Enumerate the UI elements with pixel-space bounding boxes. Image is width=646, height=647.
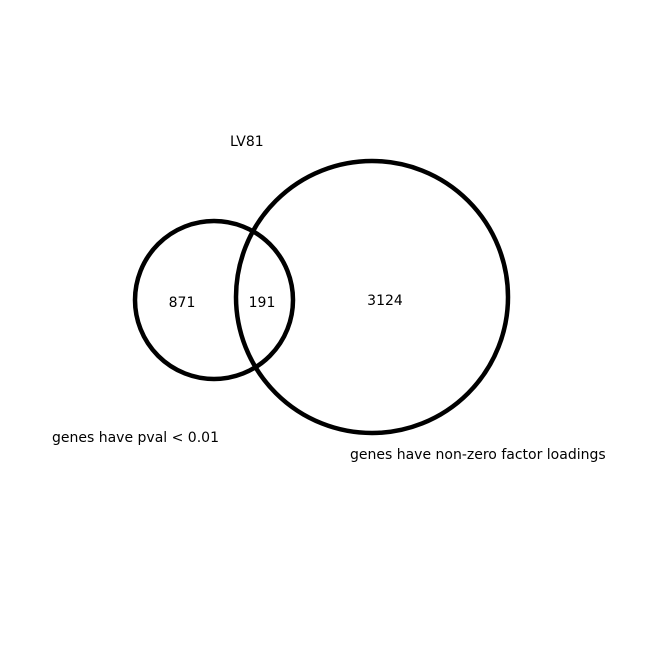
set-a-circle <box>132 218 296 382</box>
set-a-only-count: 871 <box>169 295 196 311</box>
set-b-circle <box>233 158 511 436</box>
set-b-label: genes have non-zero factor loadings <box>350 447 606 463</box>
set-b-only-count: 3124 <box>367 293 403 309</box>
diagram-title: LV81 <box>230 134 264 150</box>
intersection-count: 191 <box>249 295 276 311</box>
set-a-label: genes have pval < 0.01 <box>52 430 219 446</box>
